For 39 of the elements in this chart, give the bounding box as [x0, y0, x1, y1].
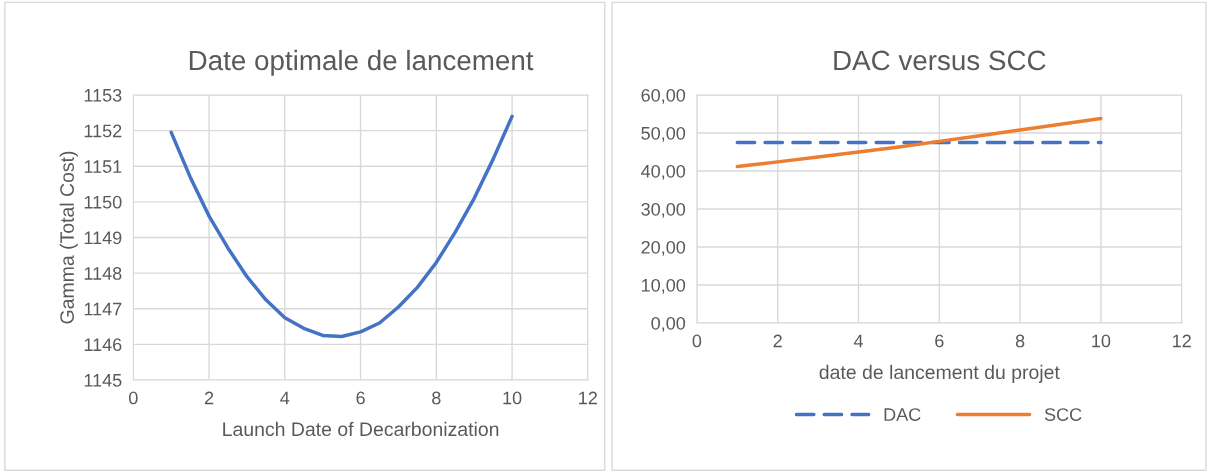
legend-label: SCC: [1044, 408, 1082, 421]
y-tick-label: 20,00: [641, 240, 686, 256]
x-axis-title: Launch Date of Decarbonization: [223, 421, 499, 437]
x-tick-label: 6: [935, 334, 944, 348]
x-tick-label: 6: [356, 391, 365, 405]
x-tick-label: 12: [1173, 334, 1191, 348]
y-tick-label: 1152: [84, 124, 122, 138]
x-tick-label: 2: [773, 334, 782, 348]
x-tick-label: 4: [280, 391, 290, 405]
x-tick-label: 8: [1015, 334, 1025, 348]
y-tick-label: 0,00: [651, 316, 686, 332]
y-axis-title: Gamma (Total Cost): [59, 151, 78, 324]
y-tick-label: 1148: [84, 267, 122, 280]
line-series: [735, 116, 1103, 169]
y-tick-label: 40,00: [641, 164, 686, 180]
y-tick-label: 1147: [84, 302, 122, 316]
chart-title: Date optimale de lancement: [189, 49, 534, 76]
y-tick-label: 60,00: [641, 88, 686, 104]
chart-title: DAC versus SCC: [834, 50, 1046, 71]
x-tick-label: 10: [1092, 334, 1111, 348]
x-axis-title: date de lancement du projet: [819, 364, 1060, 383]
y-tick-label: 30,00: [641, 202, 686, 218]
x-tick-label: 0: [129, 391, 138, 405]
line-series: [169, 114, 514, 339]
x-tick-label: 12: [579, 391, 597, 405]
x-tick-label: 0: [692, 334, 702, 348]
y-tick-label: 1146: [84, 338, 122, 352]
y-tick-label: 1151: [84, 160, 122, 173]
y-tick-label: 1145: [84, 374, 122, 387]
x-tick-label: 8: [432, 391, 441, 405]
x-tick-label: 10: [503, 391, 522, 405]
x-tick-label: 2: [204, 391, 214, 405]
y-tick-label: 1149: [84, 231, 122, 245]
y-tick-label: 1153: [84, 88, 122, 102]
legend-label: DAC: [884, 408, 921, 421]
y-tick-label: 10,00: [641, 278, 686, 294]
y-tick-label: 50,00: [641, 126, 686, 142]
x-tick-label: 4: [853, 334, 863, 348]
y-tick-label: 1150: [84, 195, 122, 209]
